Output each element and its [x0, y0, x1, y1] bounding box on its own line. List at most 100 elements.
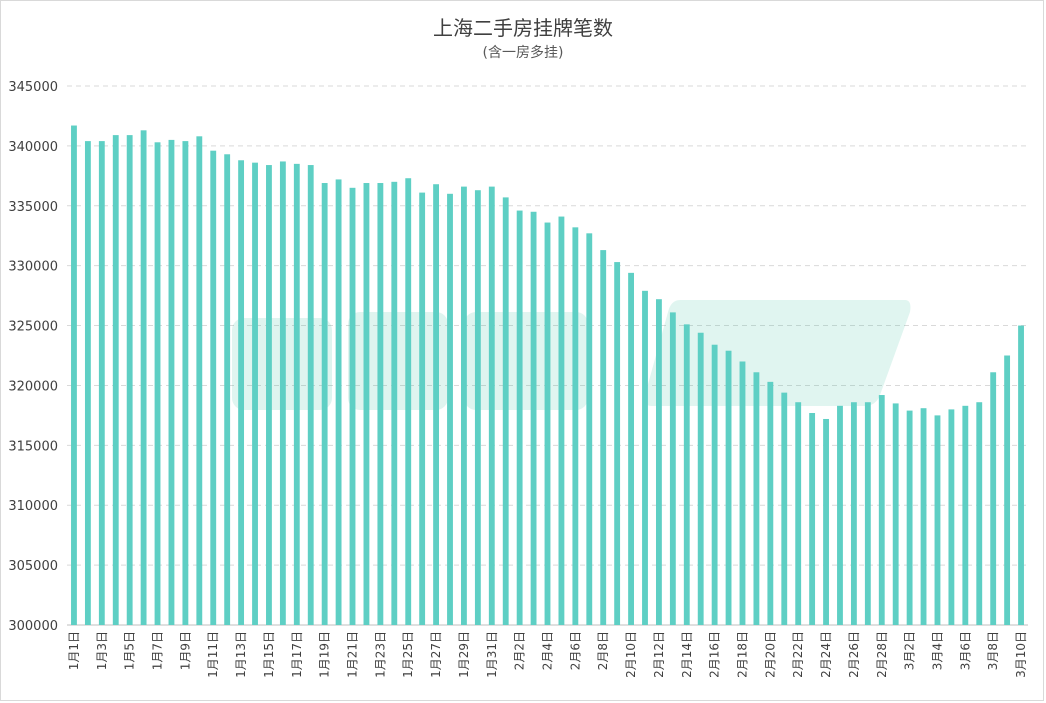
bar — [196, 136, 203, 625]
watermark — [232, 300, 911, 410]
x-tick-label: 1月23日 — [373, 631, 387, 678]
bar — [154, 142, 161, 625]
x-tick-label: 2月10日 — [624, 631, 638, 678]
bar — [669, 312, 676, 625]
x-tick-label: 2月26日 — [847, 631, 861, 678]
bar — [84, 141, 91, 625]
x-tick-label: 1月5日 — [123, 631, 137, 670]
bar — [224, 154, 231, 626]
x-tick-label: 2月14日 — [680, 631, 694, 678]
y-tick-label: 315000 — [8, 439, 58, 454]
bar — [600, 250, 607, 625]
x-tick-label: 2月6日 — [568, 631, 582, 670]
bar — [920, 408, 927, 625]
x-tick-label: 3月8日 — [986, 631, 1000, 670]
bar — [878, 395, 885, 625]
x-axis-tick-labels: 1月1日 1月3日 1月5日 1月7日 1月9日 1月11日 1月13日 1月15日 1月17日… — [67, 631, 1028, 678]
x-tick-label: 2月16日 — [708, 631, 722, 678]
bar — [474, 190, 481, 625]
y-tick-label: 320000 — [8, 379, 58, 394]
bar — [739, 361, 746, 625]
x-tick-label: 1月25日 — [401, 631, 415, 678]
bar — [126, 135, 133, 625]
bar — [307, 165, 314, 625]
x-tick-label: 1月3日 — [95, 631, 109, 670]
bar — [168, 139, 175, 625]
x-tick-label: 2月18日 — [735, 631, 749, 678]
bar — [767, 381, 774, 625]
bar — [962, 405, 969, 625]
x-tick-label: 2月20日 — [763, 631, 777, 678]
bar — [1004, 355, 1011, 625]
x-tick-label: 3月4日 — [930, 631, 944, 670]
bar — [544, 222, 551, 625]
bars — [71, 125, 1024, 626]
bar — [976, 402, 983, 625]
x-tick-label: 3月2日 — [903, 631, 917, 670]
bar — [266, 165, 272, 625]
bar — [697, 332, 704, 625]
bar — [781, 392, 788, 625]
bar — [711, 344, 718, 625]
x-tick-label: 2月8日 — [596, 631, 610, 670]
x-tick-label: 2月22日 — [791, 631, 805, 678]
chart-title: 上海二手房挂牌笔数 — [433, 16, 613, 40]
y-axis-tick-labels: 300000 305000 310000 315000 320000 325000 3300… — [8, 80, 58, 634]
x-tick-label: 2月12日 — [652, 631, 666, 678]
bar — [182, 141, 189, 625]
bar — [71, 125, 77, 625]
chart-subtitle: (含一房多挂) — [482, 45, 564, 61]
bar — [363, 183, 370, 625]
bar — [1018, 325, 1024, 625]
y-tick-label: 325000 — [8, 320, 58, 335]
bar — [837, 405, 843, 625]
bar — [98, 141, 105, 625]
bar — [502, 197, 509, 626]
x-tick-label: 3月6日 — [958, 631, 972, 670]
x-tick-label: 1月9日 — [178, 631, 192, 670]
x-tick-label: 1月1日 — [67, 631, 81, 670]
bar — [823, 418, 829, 625]
x-tick-label: 1月29日 — [457, 631, 471, 678]
y-tick-label: 310000 — [8, 499, 58, 514]
bar — [279, 161, 286, 625]
x-tick-label: 2月24日 — [819, 631, 833, 678]
bar — [628, 272, 634, 625]
bar — [349, 187, 356, 626]
bar — [252, 162, 258, 625]
x-tick-label: 1月27日 — [429, 631, 443, 678]
bar — [586, 233, 593, 625]
bar — [948, 409, 955, 625]
bar — [753, 372, 760, 625]
bar — [892, 403, 899, 625]
bar — [809, 412, 816, 625]
bar — [614, 262, 621, 625]
y-tick-label: 340000 — [8, 140, 58, 155]
y-tick-label: 305000 — [8, 559, 58, 574]
bar — [419, 192, 426, 625]
bar — [934, 415, 941, 625]
bar — [530, 211, 537, 625]
x-tick-label: 1月11日 — [206, 631, 220, 678]
x-tick-label: 1月15日 — [262, 631, 276, 678]
bar — [642, 290, 648, 625]
bar — [516, 210, 523, 625]
bar — [683, 324, 690, 625]
bar — [210, 150, 217, 625]
y-tick-label: 345000 — [8, 80, 58, 95]
bar — [447, 193, 453, 626]
bar — [321, 183, 328, 625]
y-tick-label: 335000 — [8, 200, 58, 215]
bar — [433, 184, 440, 625]
bar — [238, 160, 245, 626]
bar — [140, 130, 147, 625]
bar — [391, 181, 398, 626]
x-tick-label: 3月10日 — [1014, 631, 1028, 678]
bar — [377, 183, 384, 625]
x-tick-label: 1月13日 — [234, 631, 248, 678]
bar — [461, 186, 467, 625]
bar — [572, 227, 579, 626]
x-tick-label: 2月2日 — [513, 631, 527, 670]
x-tick-label: 1月21日 — [346, 631, 360, 678]
